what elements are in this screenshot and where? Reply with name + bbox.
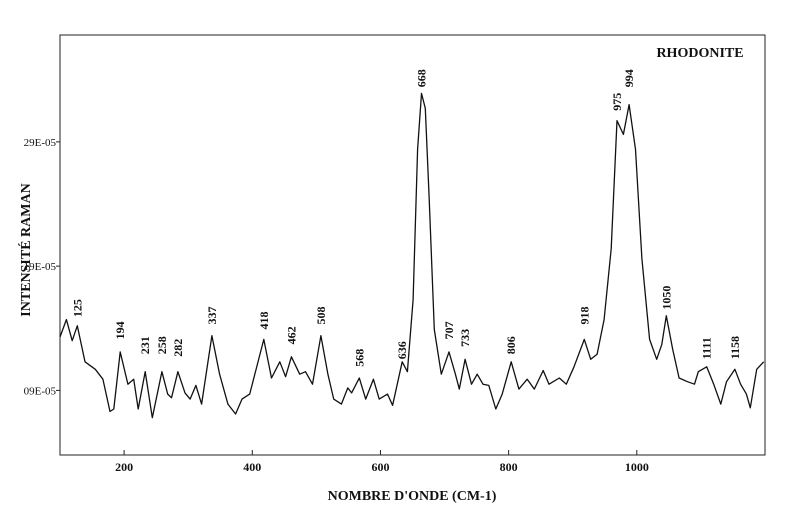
peak-label: 194: [113, 321, 127, 339]
y-tick-label: 29E-05: [24, 137, 57, 149]
peak-label: 337: [205, 307, 219, 325]
peak-label: 668: [415, 69, 429, 87]
x-tick-label: 600: [371, 460, 389, 474]
peak-label: 1111: [700, 337, 714, 359]
peak-label: 231: [138, 336, 152, 354]
peak-label: 806: [504, 336, 518, 354]
peak-label: 1158: [728, 336, 742, 359]
y-axis-label: INTENSITÉ RAMAN: [17, 183, 34, 316]
spectrum-line: [59, 92, 765, 419]
y-tick-label: 09E-05: [24, 385, 57, 397]
peak-label: 975: [610, 93, 624, 111]
peak-label: 125: [70, 299, 84, 317]
peak-label: 1050: [659, 286, 673, 310]
plot-frame: [59, 34, 766, 456]
peak-label: 508: [314, 307, 328, 325]
peak-label: 418: [257, 312, 271, 330]
x-axis-label: NOMBRE D'ONDE (CM-1): [328, 489, 497, 504]
peak-label: 258: [155, 336, 169, 354]
x-tick-label: 800: [500, 460, 518, 474]
peak-label: 568: [352, 349, 366, 367]
chart-title: RHODONITE: [656, 46, 743, 61]
peak-label: 733: [458, 329, 472, 347]
peak-label: 994: [622, 69, 636, 87]
peak-label: 282: [171, 339, 185, 357]
peak-label: 462: [284, 326, 298, 344]
y-tick-label: 19E-05: [24, 261, 57, 273]
peak-label: 707: [442, 321, 456, 339]
x-tick-label: 1000: [625, 460, 649, 474]
x-tick-label: 200: [115, 460, 133, 474]
x-tick-label: 400: [243, 460, 261, 474]
peak-label: 918: [577, 307, 591, 325]
peak-label: 636: [395, 341, 409, 359]
